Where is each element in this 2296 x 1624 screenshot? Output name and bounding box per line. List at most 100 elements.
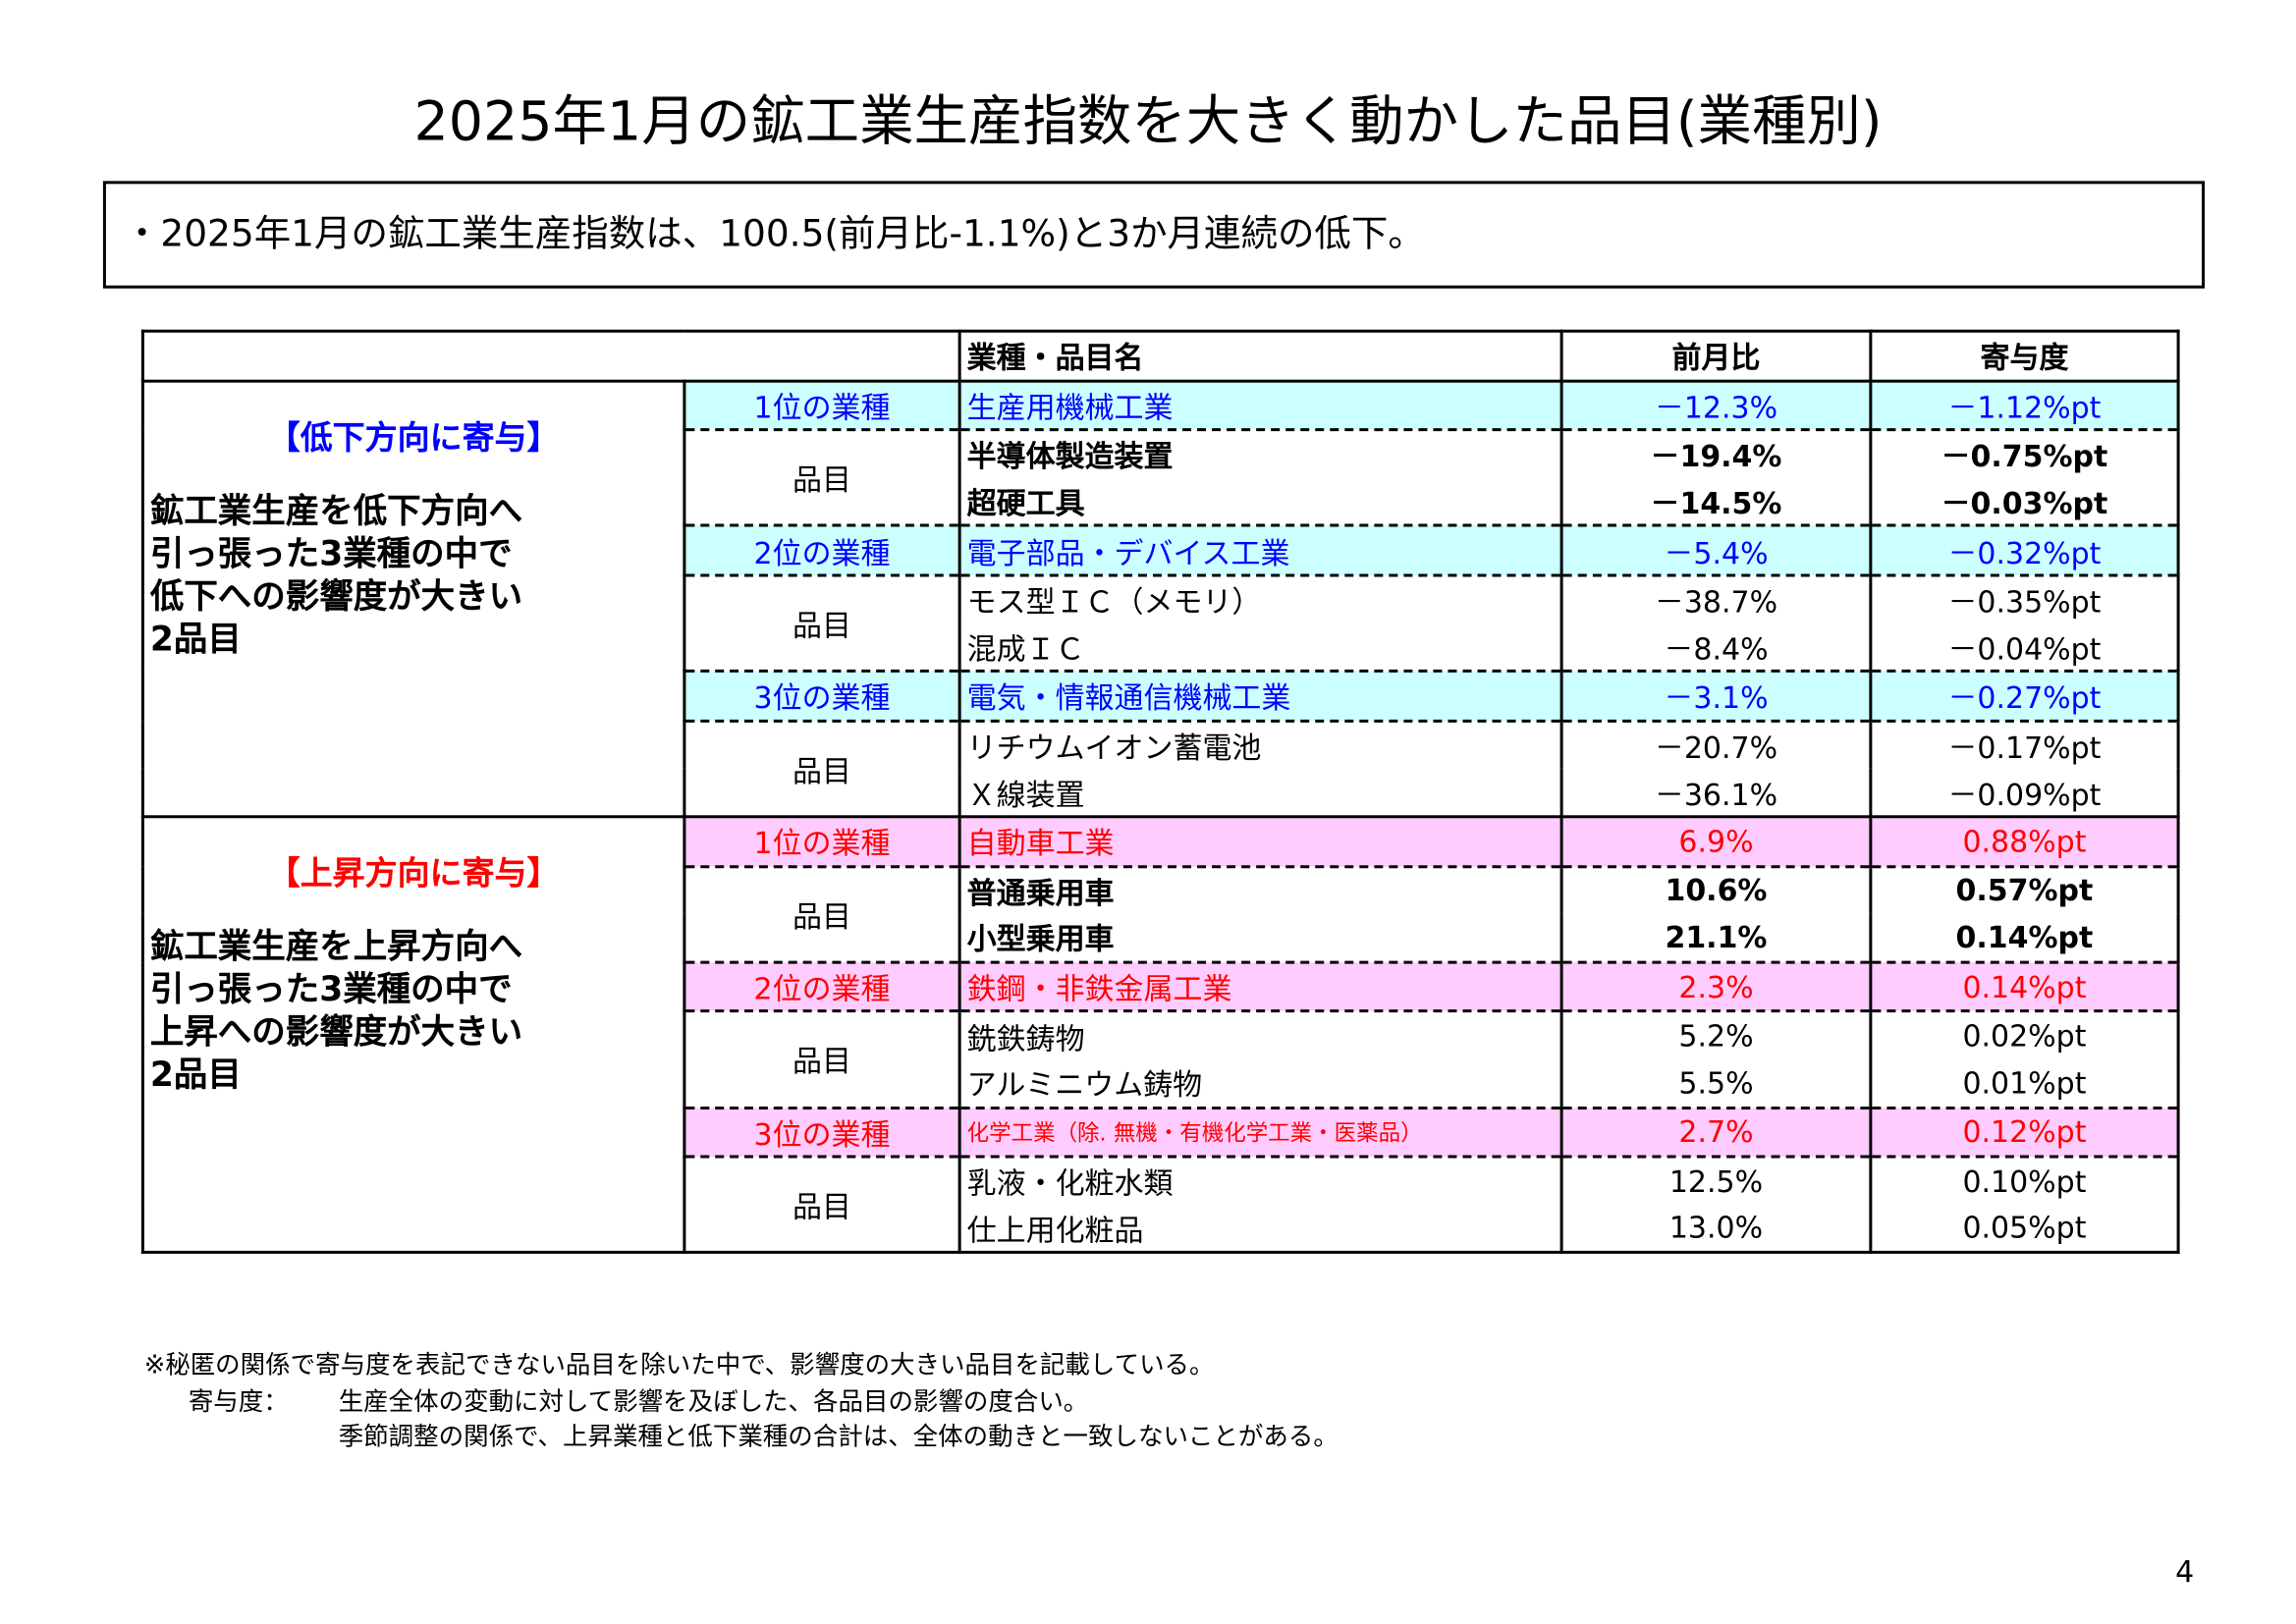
page-number: 4 bbox=[2175, 1553, 2195, 1590]
group-description: 2品目 bbox=[149, 1056, 242, 1095]
sector-rank: 1位の業種 bbox=[683, 379, 961, 432]
item-contribution: －0.75%pt bbox=[1869, 428, 2180, 478]
summary: ・2025年1月の鉱工業生産指数は、100.5(前月比-1.1%)と3か月連続の… bbox=[102, 181, 2206, 289]
sector-rank: 3位の業種 bbox=[683, 1106, 961, 1159]
item-row: 品目 半導体製造装置 －19.4% －0.75%pt bbox=[142, 428, 2180, 528]
item-contribution: 0.05%pt bbox=[1869, 1204, 2180, 1255]
item-mom: 13.0% bbox=[1559, 1204, 1873, 1255]
item-contribution: 0.57%pt bbox=[1869, 864, 2180, 914]
sector-name: 電子部品・デバイス工業 bbox=[957, 524, 1563, 577]
header-cell: 前月比 bbox=[1559, 329, 1873, 383]
item-mom: －20.7% bbox=[1559, 719, 1873, 769]
sector-mom: －12.3% bbox=[1559, 379, 1873, 432]
item-name: リチウムイオン蓄電池 bbox=[957, 719, 1563, 769]
item-contribution: 0.01%pt bbox=[1869, 1058, 2180, 1110]
item-row: 仕上用化粧品 13.0% 0.05%pt bbox=[142, 1204, 2180, 1255]
group-description: 鉱工業生産を低下方向へ bbox=[149, 492, 523, 531]
sector-contribution: 0.12%pt bbox=[1869, 1106, 2180, 1159]
sector-mom: －3.1% bbox=[1559, 670, 1873, 723]
item-mom: 21.1% bbox=[1559, 913, 1873, 964]
sector-name: 鉄鋼・非鉄金属工業 bbox=[957, 960, 1563, 1013]
item-name: モス型ＩＣ（メモリ） bbox=[957, 573, 1563, 623]
group-description: 引っ張った3業種の中で bbox=[149, 534, 513, 573]
item-name: 仕上用化粧品 bbox=[957, 1204, 1563, 1255]
sector-mom: －5.4% bbox=[1559, 524, 1873, 577]
sector-contribution: －0.27%pt bbox=[1869, 670, 2180, 723]
item-label: 品目 bbox=[683, 428, 961, 528]
header-blank bbox=[140, 329, 961, 383]
group-label: 【上昇方向に寄与】 bbox=[267, 856, 560, 893]
item-name: 小型乗用車 bbox=[957, 913, 1563, 964]
item-mom: －14.5% bbox=[1559, 477, 1873, 528]
item-mom: －8.4% bbox=[1559, 623, 1873, 674]
sector-contribution: 0.88%pt bbox=[1869, 815, 2180, 868]
header-cell: 寄与度 bbox=[1869, 329, 2180, 383]
item-row: 品目 普通乗用車 10.6% 0.57%pt bbox=[142, 864, 2180, 964]
item-name: 乳液・化粧水類 bbox=[957, 1155, 1563, 1205]
item-contribution: －0.17%pt bbox=[1869, 719, 2180, 769]
item-contribution: －0.03%pt bbox=[1869, 477, 2180, 528]
item-mom: －19.4% bbox=[1559, 428, 1873, 478]
item-mom: －38.7% bbox=[1559, 573, 1873, 623]
item-contribution: －0.09%pt bbox=[1869, 768, 2180, 819]
group-description: 引っ張った3業種の中で bbox=[149, 971, 513, 1010]
item-contribution: 0.14%pt bbox=[1869, 913, 2180, 964]
group-cell: 【上昇方向に寄与】 鉱工業生産を上昇方向へ 引っ張った3業種の中で 上昇への影響度が大… bbox=[140, 815, 686, 1255]
sector-row: 【低下方向に寄与】鉱工業生産を低下方向へ 引っ張った3業種の中で 低下への影響度が大… bbox=[140, 379, 2180, 819]
group-cell: 【低下方向に寄与】鉱工業生産を低下方向へ 引っ張った3業種の中で 低下への影響度が大… bbox=[140, 379, 686, 819]
sector-rank: 2位の業種 bbox=[683, 960, 961, 1013]
sector-rank: 1位の業種 bbox=[683, 815, 961, 868]
sector-name: 化学工業（除. 無機・有機化学工業・医薬品） bbox=[957, 1106, 1563, 1159]
header-cell: 業種・品目名 bbox=[957, 329, 1563, 383]
item-name: Ｘ線装置 bbox=[957, 768, 1563, 819]
item-row: 品目 乳液・化粧水類 12.5% 0.10%pt bbox=[142, 1155, 2180, 1255]
sector-name: 生産用機械工業 bbox=[957, 379, 1563, 432]
sector-mom: 2.7% bbox=[1559, 1106, 1873, 1159]
sector-rank: 3位の業種 bbox=[683, 670, 961, 723]
sector-contribution: －0.32%pt bbox=[1869, 524, 2180, 577]
sector-mom: 2.3% bbox=[1559, 960, 1873, 1013]
item-row: 小型乗用車 21.1% 0.14%pt bbox=[142, 913, 2180, 964]
title: 2025年1月の鉱工業生産指数を大きく動かした品目(業種別) bbox=[413, 89, 1883, 153]
item-name: 超硬工具 bbox=[957, 477, 1563, 528]
item-row: 品目 モス型ＩＣ（メモリ） －38.7% －0.35%pt bbox=[142, 573, 2180, 674]
sector-contribution: 0.14%pt bbox=[1869, 960, 2180, 1013]
item-row: 混成ＩＣ －8.4% －0.04%pt bbox=[142, 623, 2180, 674]
item-name: 混成ＩＣ bbox=[957, 623, 1563, 674]
item-row: アルミニウム鋳物 5.5% 0.01%pt bbox=[142, 1058, 2180, 1110]
item-contribution: －0.35%pt bbox=[1869, 573, 2180, 623]
note-definition: 生産全体の変動に対して影響を及ぼした、各品目の影響の度合い。 bbox=[338, 1387, 1089, 1418]
item-mom: 12.5% bbox=[1559, 1155, 1873, 1205]
item-label: 品目 bbox=[683, 1155, 961, 1255]
group-label: 【低下方向に寄与】 bbox=[267, 420, 560, 458]
sector-name: 電気・情報通信機械工業 bbox=[957, 670, 1563, 723]
group-description: 上昇への影響度が大きい bbox=[149, 1013, 523, 1053]
sector-rank: 2位の業種 bbox=[683, 524, 961, 577]
header-row: 業種・品目名 前月比 寄与度 bbox=[140, 329, 2180, 383]
item-label: 品目 bbox=[683, 719, 961, 819]
item-row: 品目 リチウムイオン蓄電池 －20.7% －0.17%pt bbox=[142, 719, 2180, 819]
item-label: 品目 bbox=[683, 864, 961, 964]
item-mom: －36.1% bbox=[1559, 768, 1873, 819]
note: ※秘匿の関係で寄与度を表記できない品目を除いた中で、影響度の大きい品目を記載して… bbox=[143, 1350, 1215, 1380]
sector-mom: 6.9% bbox=[1559, 815, 1873, 868]
sector-row: 【上昇方向に寄与】 鉱工業生産を上昇方向へ 引っ張った3業種の中で 上昇への影響度が大… bbox=[140, 815, 2180, 1255]
item-mom: 5.2% bbox=[1559, 1009, 1873, 1059]
item-name: 普通乗用車 bbox=[957, 864, 1563, 914]
item-name: 銑鉄鋳物 bbox=[957, 1009, 1563, 1059]
item-mom: 10.6% bbox=[1559, 864, 1873, 914]
item-name: アルミニウム鋳物 bbox=[957, 1058, 1563, 1110]
sector-contribution: －1.12%pt bbox=[1869, 379, 2180, 432]
note-term: 寄与度： bbox=[188, 1387, 289, 1418]
item-mom: 5.5% bbox=[1559, 1058, 1873, 1110]
item-name: 半導体製造装置 bbox=[957, 428, 1563, 478]
table: 業種・品目名 前月比 寄与度【低下方向に寄与】鉱工業生産を低下方向へ 引っ張った3業種… bbox=[140, 329, 2180, 1255]
item-label: 品目 bbox=[683, 573, 961, 674]
item-contribution: －0.04%pt bbox=[1869, 623, 2180, 674]
item-row: 超硬工具 －14.5% －0.03%pt bbox=[142, 477, 2180, 528]
item-contribution: 0.02%pt bbox=[1869, 1009, 2180, 1059]
group-description: 低下への影響度が大きい bbox=[149, 577, 523, 617]
note-definition: 季節調整の関係で、上昇業種と低下業種の合計は、全体の動きと一致しないことがある。 bbox=[338, 1423, 1339, 1453]
item-row: Ｘ線装置 －36.1% －0.09%pt bbox=[142, 768, 2180, 819]
